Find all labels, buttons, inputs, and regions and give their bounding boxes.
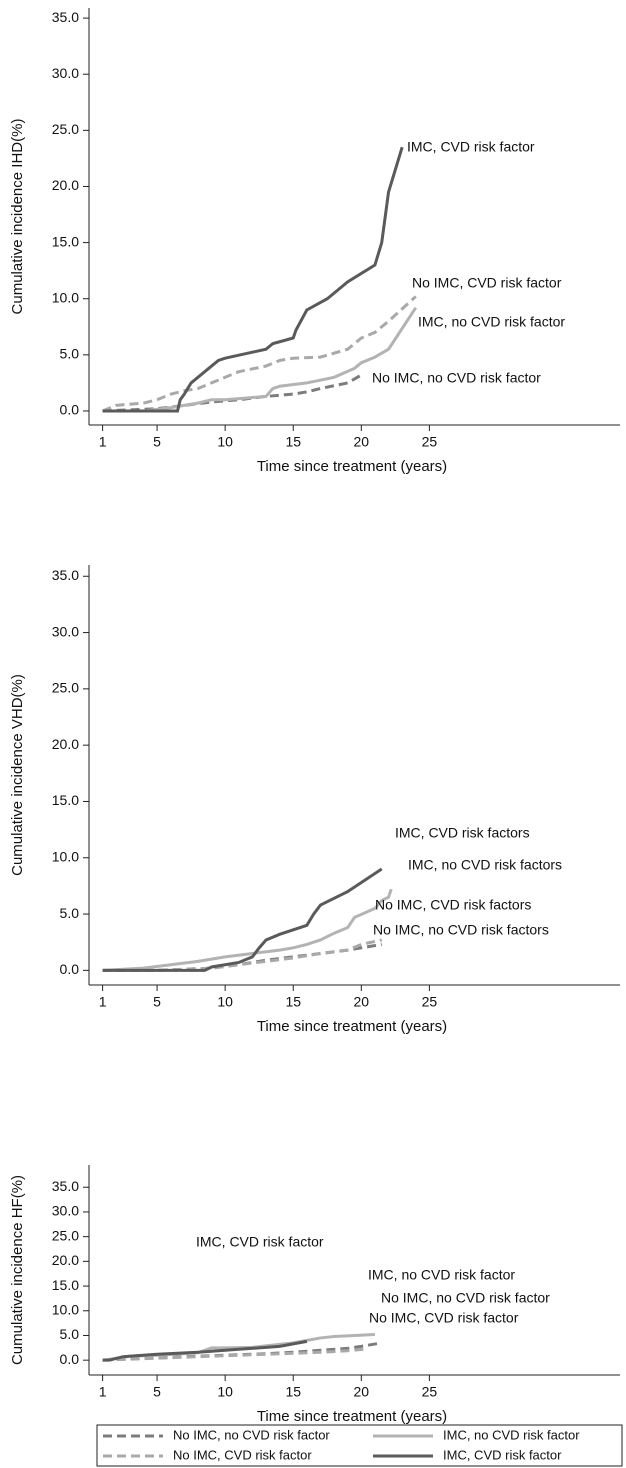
y-axis-title: Cumulative incidence HF(%) [9, 1175, 26, 1365]
series-line [102, 295, 417, 413]
y-tick-label: 5.0 [60, 905, 80, 921]
x-tick-label: 1 [99, 1384, 107, 1400]
y-tick-label: 0.0 [60, 1351, 80, 1367]
y-tick-label: 35.0 [52, 1178, 79, 1194]
x-tick-label: 20 [354, 994, 370, 1010]
y-tick-label: 25.0 [52, 1227, 79, 1243]
series-line [102, 938, 383, 972]
annotation: IMC, CVD risk factors [395, 825, 530, 841]
x-axis-title: Time since treatment (years) [257, 1408, 447, 1425]
y-tick-label: 0.0 [60, 402, 80, 418]
annotation: No IMC, no CVD risk factors [373, 922, 549, 938]
x-tick-label: 1 [99, 434, 107, 450]
series-line [102, 1339, 308, 1362]
y-axis-title: Cumulative incidence IHD(%) [9, 119, 26, 315]
x-axis-title: Time since treatment (years) [257, 1018, 447, 1035]
x-tick-label: 5 [153, 994, 161, 1010]
y-tick-label: 30.0 [52, 65, 79, 81]
y-tick-label: 5.0 [60, 1326, 80, 1342]
annotation: No IMC, CVD risk factor [412, 275, 562, 291]
y-tick-label: 25.0 [52, 121, 79, 137]
annotation: IMC, no CVD risk factors [408, 857, 562, 873]
series-line [102, 306, 418, 413]
y-tick-label: 25.0 [52, 680, 79, 696]
y-tick-label: 20.0 [52, 1252, 79, 1268]
y-tick-label: 15.0 [52, 792, 79, 808]
y-tick-label: 10.0 [52, 289, 79, 305]
x-tick-label: 25 [422, 434, 438, 450]
x-tick-label: 15 [285, 1384, 301, 1400]
x-tick-label: 20 [354, 434, 370, 450]
y-tick-label: 15.0 [52, 1277, 79, 1293]
x-tick-label: 10 [217, 994, 233, 1010]
y-tick-label: 15.0 [52, 233, 79, 249]
x-tick-label: 20 [354, 1384, 370, 1400]
annotation: IMC, no CVD risk factor [418, 314, 565, 330]
y-tick-label: 30.0 [52, 1203, 79, 1219]
y-tick-label: 10.0 [52, 848, 79, 864]
x-tick-label: 15 [285, 434, 301, 450]
y-tick-label: 5.0 [60, 346, 80, 362]
annotation: IMC, CVD risk factor [407, 139, 535, 155]
legend-label: IMC, no CVD risk factor [443, 1427, 580, 1442]
x-tick-label: 10 [217, 1384, 233, 1400]
legend-label: No IMC, no CVD risk factor [173, 1427, 330, 1442]
series-line [102, 888, 393, 972]
annotation: No IMC, no CVD risk factor [372, 370, 541, 386]
series-line [102, 146, 404, 413]
y-tick-label: 20.0 [52, 177, 79, 193]
x-tick-label: 5 [153, 1384, 161, 1400]
legend-label: IMC, CVD risk factor [443, 1447, 562, 1462]
annotation: IMC, CVD risk factor [196, 1234, 324, 1250]
annotation: No IMC, CVD risk factor [369, 1310, 519, 1326]
x-tick-label: 10 [217, 434, 233, 450]
y-tick-label: 20.0 [52, 736, 79, 752]
x-tick-label: 5 [153, 434, 161, 450]
legend-box [96, 1424, 623, 1467]
x-tick-label: 25 [422, 1384, 438, 1400]
y-axis-title: Cumulative incidence VHD(%) [9, 674, 26, 876]
y-tick-label: 30.0 [52, 623, 79, 639]
annotation: IMC, no CVD risk factor [368, 1267, 515, 1283]
y-tick-label: 35.0 [52, 9, 79, 25]
x-tick-label: 25 [422, 994, 438, 1010]
x-tick-label: 15 [285, 994, 301, 1010]
series-line [102, 1341, 382, 1362]
y-tick-label: 10.0 [52, 1301, 79, 1317]
y-tick-label: 35.0 [52, 567, 79, 583]
annotation: No IMC, no CVD risk factor [381, 1290, 550, 1306]
series-line [102, 1347, 369, 1362]
legend-label: No IMC, CVD risk factor [173, 1447, 312, 1462]
x-axis-title: Time since treatment (years) [257, 458, 447, 475]
y-tick-label: 0.0 [60, 961, 80, 977]
x-tick-label: 1 [99, 994, 107, 1010]
series-line [102, 867, 383, 972]
annotation: No IMC, CVD risk factors [375, 897, 531, 913]
